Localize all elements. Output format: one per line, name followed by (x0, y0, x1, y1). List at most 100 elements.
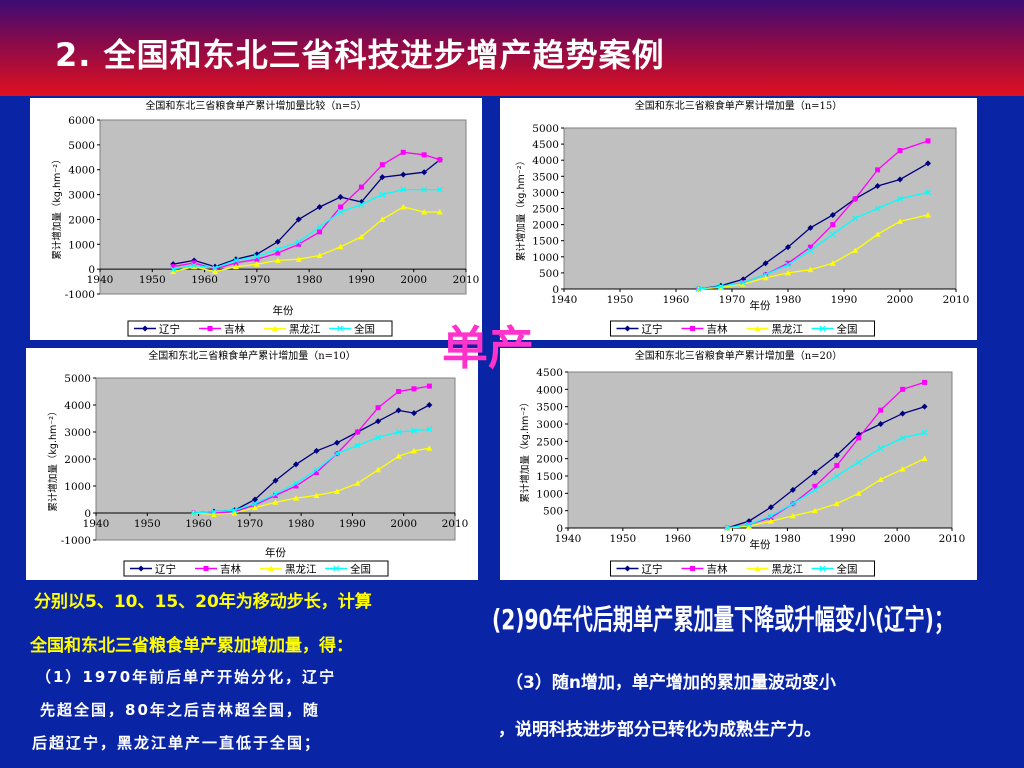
right-text-line-3: ，说明科技进步部分已转化为成熟生产力。 (498, 720, 821, 740)
x-tick-label: 1970 (236, 518, 263, 530)
data-point (170, 268, 177, 275)
data-point (789, 486, 796, 493)
data-point (275, 250, 281, 256)
data-point (717, 283, 724, 290)
data-point (811, 469, 818, 476)
x-tick-label: 1970 (719, 294, 746, 306)
series-line (173, 206, 440, 273)
series-2 (190, 445, 433, 517)
data-point (900, 386, 906, 392)
data-point (856, 435, 862, 441)
x-tick-label: 1950 (139, 274, 166, 286)
y-tick-label: -1000 (65, 289, 95, 301)
data-point (355, 429, 361, 435)
x-tick-label: 1960 (663, 294, 690, 306)
data-point (379, 216, 386, 222)
x-axis-label: 年份 (265, 546, 286, 559)
legend-marker (337, 325, 343, 332)
data-point (251, 504, 258, 511)
data-point (768, 515, 774, 521)
data-point (212, 264, 218, 271)
y-tick-label: 2000 (532, 220, 559, 232)
y-axis-label: 累计增加量（kg.hm⁻²） (519, 397, 531, 502)
y-tick-label: 2500 (532, 204, 559, 216)
chart-panel-n20: 全国和东北三省粮食单产累计增加量（n=20） 0 500 1000 1500 2000 25… (500, 348, 977, 580)
x-axis-label: 年份 (273, 304, 294, 317)
y-tick-label: 3000 (532, 187, 559, 199)
data-point (191, 262, 198, 269)
data-point (785, 244, 791, 251)
y-tick-label: 4000 (68, 165, 95, 177)
data-point (807, 244, 813, 250)
data-point (317, 229, 323, 235)
data-point (358, 233, 365, 240)
y-tick-label: 1000 (64, 481, 91, 493)
data-point (314, 470, 320, 475)
data-point (358, 184, 364, 190)
data-point (400, 149, 406, 155)
data-point (252, 500, 258, 507)
left-text-line-4: 先超全国，80年之后吉林超全国，随 (40, 701, 320, 719)
data-point (313, 447, 320, 454)
data-point (274, 257, 281, 263)
data-point (899, 434, 906, 441)
data-point (877, 476, 884, 482)
legend-marker (333, 565, 339, 572)
series-0 (170, 156, 443, 270)
x-axis-label: 年份 (750, 299, 771, 312)
data-point (395, 453, 402, 459)
data-point (877, 421, 884, 427)
x-tick-label: 1950 (134, 518, 161, 530)
legend-label: 黑龙江 (772, 323, 804, 336)
left-text-line-5: 后超辽宁，黑龙江单产一直低于全国； (32, 734, 322, 752)
y-axis-label: 累计增加量（kg.hm⁻²） (51, 154, 63, 259)
data-point (855, 459, 862, 466)
data-point (400, 186, 407, 193)
data-point (925, 138, 931, 144)
data-point (829, 231, 836, 238)
series-2 (170, 204, 443, 275)
data-point (395, 407, 402, 414)
data-point (337, 194, 344, 201)
data-point (253, 253, 260, 260)
y-tick-label: 2500 (536, 436, 563, 448)
plot-area (563, 127, 957, 290)
data-point (293, 480, 299, 487)
data-point (191, 260, 197, 266)
data-point (807, 224, 814, 231)
data-point (852, 215, 859, 222)
left-text-line-1: 分别以5、10、15、20年为移动步长，计算 (34, 592, 372, 612)
title-bar: 2. 全国和东北三省科技进步增产趋势案例 (0, 0, 1024, 96)
data-point (829, 260, 836, 266)
slide-title: 2. 全国和东北三省科技进步增产趋势案例 (55, 36, 665, 74)
data-point (925, 160, 931, 167)
right-text-line-1: (2)90年代后期单产累加量下降或升幅变小(辽宁)； (492, 603, 954, 636)
data-point (811, 507, 818, 514)
x-tick-label: 2000 (887, 294, 914, 306)
data-point (170, 264, 176, 270)
data-point (833, 452, 840, 459)
data-point (293, 483, 299, 489)
data-point (190, 510, 197, 516)
legend-label: 黑龙江 (285, 563, 317, 576)
data-point (354, 442, 361, 449)
legend-marker (624, 565, 631, 572)
legend-marker (754, 565, 761, 571)
data-point (921, 403, 928, 410)
x-tick-label: 1960 (185, 518, 212, 530)
series-line (726, 381, 925, 529)
legend-label: 吉林 (220, 563, 241, 576)
legend-label: 全国 (350, 563, 371, 576)
x-tick-label: 2010 (943, 294, 970, 306)
data-point (410, 410, 417, 417)
y-axis-label: 累计增加量（kg.hm⁻²） (47, 406, 59, 511)
plot-area (95, 377, 456, 541)
legend-label: 辽宁 (642, 323, 663, 336)
data-point (354, 480, 361, 486)
data-point (789, 512, 796, 519)
data-point (400, 204, 407, 210)
y-tick-label: 3500 (536, 402, 563, 414)
x-tick-label: 1990 (831, 294, 858, 306)
chart-panel-n5: 全国和东北三省粮食单产累计增加量比较（n=5） -1000 0 1000 2000 300… (30, 98, 482, 340)
y-tick-label: 4500 (532, 139, 559, 151)
